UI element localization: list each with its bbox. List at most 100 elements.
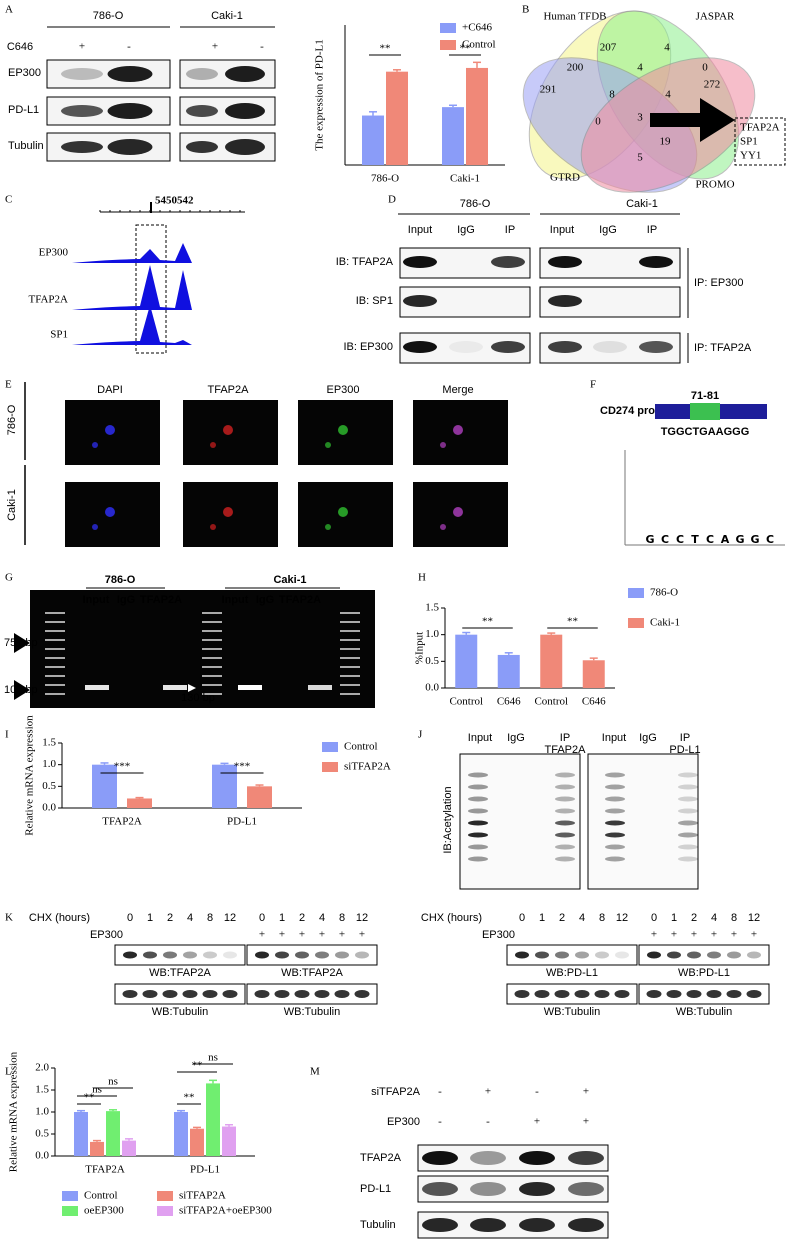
bar — [90, 1141, 104, 1156]
ladder-band — [45, 684, 65, 686]
venn-count: 0 — [702, 62, 708, 74]
arrow — [650, 98, 735, 142]
blot-band — [548, 295, 582, 307]
blot-band — [355, 951, 369, 959]
legend-swatch — [157, 1191, 173, 1201]
legend-label: siTFAP2A — [344, 761, 391, 773]
blot-band — [678, 832, 698, 838]
legend-swatch — [157, 1206, 173, 1216]
blot-band — [468, 844, 488, 850]
label: 1 — [279, 912, 285, 924]
logo-letter: G — [750, 533, 759, 546]
blot-band — [574, 990, 590, 998]
bar — [92, 764, 117, 808]
blot-band — [593, 341, 627, 353]
label: Merge — [442, 384, 473, 396]
label: IP — [560, 732, 570, 744]
box — [506, 944, 638, 966]
label: IP — [647, 224, 657, 236]
label: EP300 — [387, 1116, 420, 1128]
cell-signal — [105, 507, 115, 517]
blot-band — [519, 1218, 555, 1232]
blot-band — [605, 784, 625, 790]
bar — [174, 1112, 188, 1156]
label: 2.0 — [35, 1062, 49, 1074]
venn-count: 4 — [664, 42, 670, 54]
blot-band — [678, 784, 698, 790]
label: TFAP2A — [360, 1152, 402, 1164]
x-tick-label: C646 — [582, 696, 606, 708]
label: Input — [83, 594, 110, 606]
blot-band — [468, 856, 488, 862]
label: + — [711, 929, 717, 941]
significance-label: ** — [567, 616, 578, 628]
label: 1 — [147, 912, 153, 924]
venn-count: 0 — [595, 116, 601, 128]
legend-label: siTFAP2A+oeEP300 — [179, 1205, 272, 1217]
ladder-band — [202, 675, 222, 677]
cell-signal — [440, 524, 446, 530]
blot-band — [335, 951, 349, 959]
label: 1 — [671, 912, 677, 924]
label: IB: TFAP2A — [336, 256, 394, 268]
result-label: YY1 — [740, 150, 761, 162]
blot-band — [678, 820, 698, 826]
label: 2 — [299, 912, 305, 924]
blot-band — [403, 295, 437, 307]
label: IgG — [117, 594, 135, 606]
blot-band — [747, 951, 761, 959]
label: IgG — [507, 732, 525, 744]
label: 4 — [711, 912, 717, 924]
legend-swatch — [62, 1191, 78, 1201]
venn-set-label: Human TFDB — [543, 11, 606, 23]
label: + — [671, 929, 677, 941]
signal-track — [72, 243, 245, 263]
blot-band — [568, 1218, 604, 1232]
cell-signal — [338, 425, 348, 435]
label: 100 bp — [4, 684, 38, 696]
label: 0 — [651, 912, 657, 924]
blot-band — [555, 796, 575, 802]
blot-band — [534, 990, 550, 998]
legend-label: 786-O — [650, 587, 678, 599]
label: 0.0 — [35, 1150, 49, 1162]
venn-set-label: PROMO — [695, 179, 734, 191]
marker-arrow — [14, 680, 30, 700]
ladder-band — [340, 648, 360, 650]
blot-band — [422, 1151, 458, 1165]
x-tick-label: 786-O — [371, 173, 399, 185]
blot-band — [491, 256, 525, 268]
blot-band — [595, 951, 609, 959]
cell-signal — [223, 425, 233, 435]
label: 1.0 — [35, 1106, 49, 1118]
panel-letter: F — [590, 379, 596, 391]
blot-band — [255, 951, 269, 959]
blot-band — [678, 856, 698, 862]
ladder-band — [202, 612, 222, 614]
blot-band — [61, 105, 103, 117]
label: The expression of PD-L1 — [314, 39, 326, 151]
label: 8 — [731, 912, 737, 924]
label: Input — [602, 732, 626, 744]
ladder-band — [45, 612, 65, 614]
blot-band — [555, 832, 575, 838]
panel-letter: E — [5, 379, 12, 391]
venn-count: 3 — [637, 112, 643, 124]
box — [246, 983, 378, 1005]
blot-band — [605, 772, 625, 778]
blot-band — [535, 951, 549, 959]
venn-count: 200 — [567, 62, 584, 74]
blot-band — [555, 820, 575, 826]
label: WB:PD-L1 — [546, 967, 598, 979]
label: Tubulin — [8, 140, 44, 152]
legend-swatch — [628, 588, 644, 598]
significance-label: ** — [184, 1092, 195, 1104]
legend-swatch — [440, 23, 456, 33]
label: + — [691, 929, 697, 941]
blot-band — [746, 990, 762, 998]
blot-band — [186, 141, 218, 153]
label: IP — [505, 224, 515, 236]
label: DAPI — [97, 384, 123, 396]
blot-band — [647, 951, 661, 959]
legend-label: Caki-1 — [650, 617, 680, 629]
